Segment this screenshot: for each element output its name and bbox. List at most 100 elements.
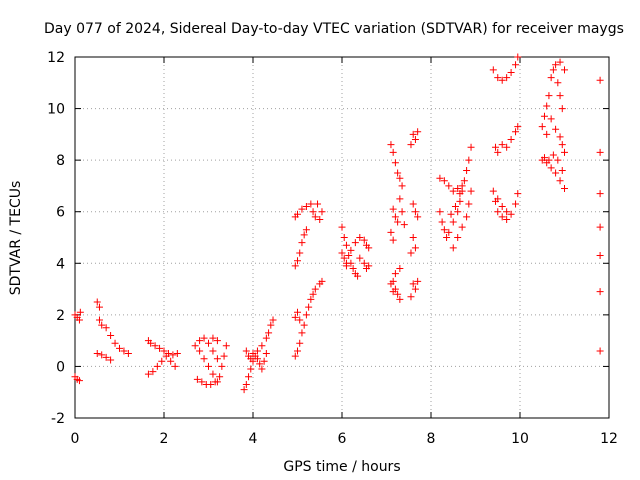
data-point [209,370,217,378]
data-point [207,380,215,388]
data-point [345,252,353,260]
data-point [342,241,350,249]
data-point [391,213,399,221]
data-point [196,337,204,345]
data-point [342,259,350,267]
y-tick-label: 6 [56,205,65,221]
x-tick-label: 0 [71,431,80,447]
data-point [514,53,522,61]
data-point [494,208,502,216]
data-point [596,190,604,198]
data-point [451,203,459,211]
data-point [75,377,83,385]
data-point [543,102,551,110]
y-tick-label: 2 [56,308,65,324]
series-arc-late [596,76,604,355]
data-point [242,347,250,355]
data-point [556,177,564,185]
data-point [220,352,228,360]
data-point [309,290,317,298]
data-point [547,74,555,82]
series-arc-6.2h [338,223,373,280]
data-point [291,352,299,360]
series-arc-5h [291,200,326,360]
data-point [247,365,255,373]
data-point [149,368,157,376]
data-point [507,136,515,144]
data-point [438,218,446,226]
data-point [262,350,270,358]
data-point [76,308,84,316]
data-point [503,74,511,82]
data-point [218,362,226,370]
data-point [447,210,455,218]
data-point [354,272,362,280]
data-point [545,92,553,100]
data-point [340,254,348,262]
data-point [95,303,103,311]
data-point [347,246,355,254]
data-point [407,249,415,257]
series-arc-7.2h [387,128,422,303]
data-point [249,350,257,358]
series-arc-early [71,308,84,385]
data-point [356,254,364,262]
data-point [156,344,164,352]
data-point [300,231,308,239]
y-tick-label: 4 [56,256,65,272]
data-point [396,295,404,303]
data-point [242,380,250,388]
data-point [596,76,604,84]
data-point [449,244,457,252]
data-point [309,208,317,216]
grid-lines [75,57,609,418]
data-point [554,79,562,87]
series-arc-9.7h [489,53,522,223]
data-point [169,351,177,359]
x-tick-label: 10 [511,431,529,447]
data-point [389,148,397,156]
data-point [492,143,500,151]
data-point [316,215,324,223]
data-point [391,270,399,278]
data-point [300,321,308,329]
data-point [200,334,208,342]
data-point [558,166,566,174]
data-point [507,210,515,218]
x-tick-labels: 0 2 4 6 8 10 12 [71,431,618,447]
data-point [440,226,448,234]
data-point [514,123,522,131]
data-point [389,205,397,213]
data-point [543,130,551,138]
data-point [445,228,453,236]
data-point [387,228,395,236]
data-point [556,58,564,66]
data-point [205,362,212,370]
data-point [389,288,397,296]
data-point [554,156,562,164]
data-point [338,223,346,231]
data-point [561,148,568,156]
data-point [318,277,326,285]
data-point [398,208,406,216]
data-point [240,386,248,394]
data-point [162,352,170,360]
data-point [503,208,511,216]
data-point [75,316,83,324]
data-point [538,123,546,131]
data-point [296,249,304,257]
data-point [93,350,101,358]
data-point [561,66,568,74]
data-point [394,169,402,177]
data-point [596,288,604,296]
data-point [153,362,161,370]
data-point [387,141,395,149]
data-point [411,136,419,144]
data-point [556,133,564,141]
data-point [387,280,395,288]
data-point [265,329,273,337]
data-point [258,342,266,350]
y-tick-label: 8 [56,153,65,169]
data-point [454,208,462,216]
data-point [549,151,557,159]
